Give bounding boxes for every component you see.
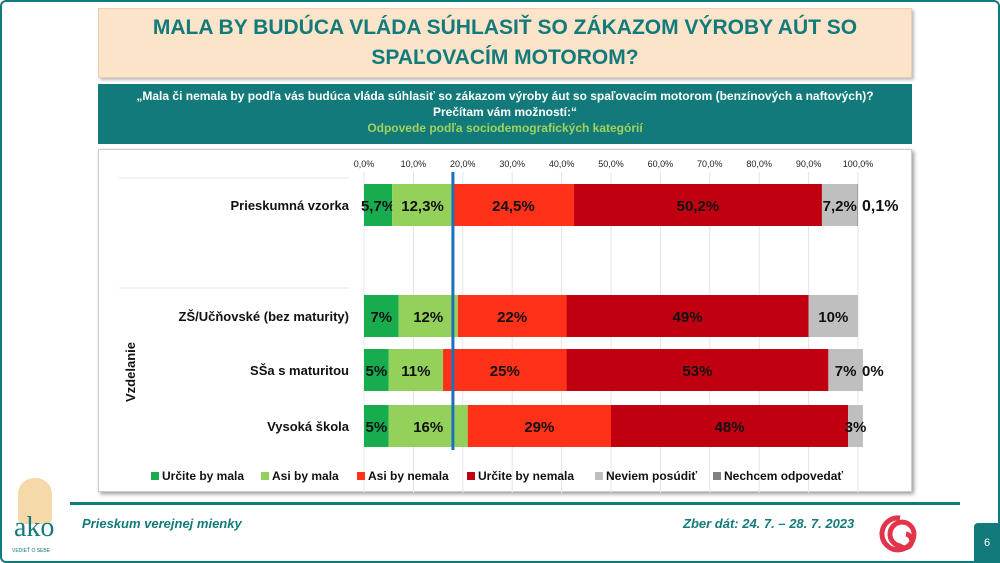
data-label: 53% xyxy=(682,363,712,380)
data-label: 12,3% xyxy=(401,198,444,215)
bar-segment-3 xyxy=(566,295,809,337)
question-subtitle: Odpovede podľa sociodemografických kateg… xyxy=(367,121,643,135)
data-label: 22% xyxy=(497,309,527,326)
data-label: 12% xyxy=(413,309,443,326)
x-tick-label: 30,0% xyxy=(499,159,525,169)
bar-segment-3 xyxy=(566,349,829,391)
data-label: 5% xyxy=(366,363,388,380)
data-label: 50,2% xyxy=(677,198,720,215)
logo-tagline: VEDIEŤ O SEBE xyxy=(12,548,51,554)
slide-title: MALA BY BUDÚCA VLÁDA SÚHLASIŤ SO ZÁKAZOM… xyxy=(98,8,912,78)
bar-segment-2 xyxy=(467,405,611,447)
bar-segment-4 xyxy=(821,184,858,226)
data-label: 0% xyxy=(862,363,884,380)
legend-swatch xyxy=(595,472,603,480)
legend-item: Nechcem odpovedať xyxy=(724,469,843,483)
data-label: 24,5% xyxy=(492,198,535,215)
data-label: 3% xyxy=(845,419,867,436)
data-label: 7,2% xyxy=(823,198,857,215)
legend-item: Asi by nemala xyxy=(368,469,449,483)
footer-survey: Prieskum verejnej mienky xyxy=(82,516,242,531)
chart-panel: 0,0% 10,0% 20,0% 30,0% 40,0% 50,0% 60,0% 70,0% 8… xyxy=(98,149,912,493)
bar-segment-4 xyxy=(828,349,863,391)
x-tick-label: 20,0% xyxy=(450,159,476,169)
legend-item: Určite by mala xyxy=(162,469,244,483)
bar-segment-2 xyxy=(457,295,567,337)
legend-item: Určite by nemala xyxy=(478,469,574,483)
partner-spiral-logo xyxy=(879,515,917,553)
data-label: 25% xyxy=(490,363,520,380)
bar-segment-1 xyxy=(388,349,444,391)
data-label: 11% xyxy=(401,363,430,380)
bar-segment-0 xyxy=(364,295,399,337)
x-tick-label: 50,0% xyxy=(598,159,624,169)
legend-swatch xyxy=(713,472,721,480)
bar-segment-2 xyxy=(443,349,567,391)
category-label: Prieskumná vzorka xyxy=(230,198,349,213)
category-label: SŠa s maturitou xyxy=(250,363,349,378)
data-label: 49% xyxy=(673,309,703,326)
bar-segment-3 xyxy=(573,184,822,226)
x-tick-label: 90,0% xyxy=(796,159,822,169)
footer-divider xyxy=(70,502,960,505)
bar-segment-4 xyxy=(848,405,863,447)
bar-segment-0 xyxy=(364,405,389,447)
bar-segment-0 xyxy=(364,349,389,391)
page-number: 6 xyxy=(974,523,1000,563)
data-label: 16% xyxy=(413,419,443,436)
data-label: 5,7% xyxy=(361,198,395,215)
question-text: „Mala či nemala by podľa vás budúca vlád… xyxy=(136,89,874,103)
footer-date: Zber dát: 24. 7. – 28. 7. 2023 xyxy=(683,516,855,531)
ako-logo: ako VEDIEŤ O SEBE xyxy=(12,478,62,558)
data-label: 7% xyxy=(370,309,392,326)
bar-segment-4 xyxy=(808,295,858,337)
legend-swatch xyxy=(467,472,475,480)
bar-segment-1 xyxy=(388,405,468,447)
legend-swatch xyxy=(261,472,269,480)
bar-segment-1 xyxy=(398,295,458,337)
x-tick-label: 80,0% xyxy=(746,159,772,169)
category-label: Vysoká škola xyxy=(267,419,350,434)
data-label: 0,1% xyxy=(862,198,898,215)
data-label: 48% xyxy=(715,419,745,436)
legend-swatch xyxy=(357,472,365,480)
data-label: 5% xyxy=(366,419,388,436)
x-tick-label: 40,0% xyxy=(549,159,575,169)
data-label: 7% xyxy=(835,363,857,380)
bar-segment-1 xyxy=(392,184,453,226)
x-tick-label: 0,0% xyxy=(354,159,375,169)
question-text-2: Prečítam vám možností:“ xyxy=(432,105,578,119)
x-tick-label: 70,0% xyxy=(697,159,723,169)
question-box: „Mala či nemala by podľa vás budúca vlád… xyxy=(98,84,912,144)
x-tick-label: 100,0% xyxy=(843,159,874,169)
stacked-bar-chart: 0,0% 10,0% 20,0% 30,0% 40,0% 50,0% 60,0% 70,0% 8… xyxy=(119,159,898,493)
data-label: 10% xyxy=(818,309,848,326)
data-label: 29% xyxy=(524,419,554,436)
group-label: Vzdelanie xyxy=(123,342,138,402)
legend-item: Neviem posúdiť xyxy=(606,469,697,483)
logo-text: ako xyxy=(14,512,55,543)
legend-item: Asi by mala xyxy=(272,469,339,483)
x-tick-label: 60,0% xyxy=(648,159,674,169)
legend-swatch xyxy=(151,472,159,480)
category-label: ZŠ/Učňovské (bez maturity) xyxy=(179,309,350,324)
x-tick-label: 10,0% xyxy=(401,159,427,169)
bar-segment-3 xyxy=(611,405,849,447)
bar-segment-0 xyxy=(364,184,393,226)
bar-segment-2 xyxy=(452,184,574,226)
